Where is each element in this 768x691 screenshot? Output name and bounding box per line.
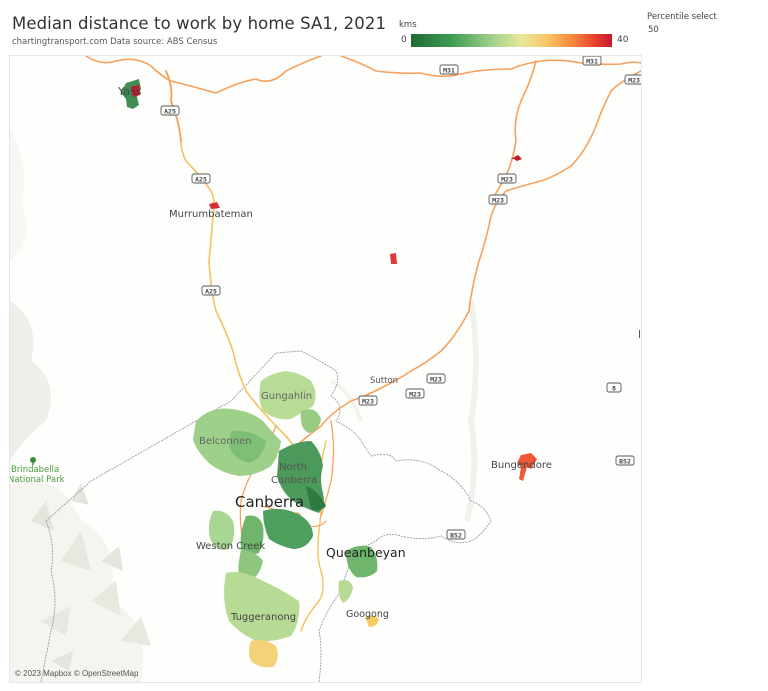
percentile-select-label: Percentile select bbox=[647, 12, 717, 22]
region-tuggeranong-south bbox=[249, 639, 278, 668]
shield-m23-5: M23 bbox=[358, 395, 378, 406]
label-murrumbateman: Murrumbateman bbox=[169, 209, 253, 220]
region-belconnen-inner bbox=[229, 430, 266, 463]
svg-text:A25: A25 bbox=[164, 108, 176, 116]
svg-text:B52: B52 bbox=[619, 458, 631, 466]
region-bungendore bbox=[517, 453, 537, 481]
road-m31-east bbox=[340, 56, 641, 78]
label-googong: Googong bbox=[346, 609, 389, 620]
shield-m23-4: M23 bbox=[405, 388, 425, 399]
shield-b52-east: B52 bbox=[615, 455, 635, 466]
shield-8: 8 bbox=[606, 382, 622, 393]
label-queanbeyan: Queanbeyan bbox=[326, 545, 406, 560]
region-gungahlin-east bbox=[300, 409, 321, 433]
region-queanbeyan bbox=[346, 545, 378, 578]
choropleth-map[interactable]: Yass Murrumbateman Sutton Gungahlin Belc… bbox=[9, 55, 642, 683]
svg-text:M23: M23 bbox=[492, 197, 504, 205]
shield-a25-1: A25 bbox=[160, 105, 180, 116]
svg-text:M31: M31 bbox=[443, 67, 455, 75]
label-gungahlin: Gungahlin bbox=[261, 391, 312, 402]
svg-text:A25: A25 bbox=[205, 288, 217, 296]
svg-text:M23: M23 bbox=[362, 398, 374, 406]
shield-a25-2: A25 bbox=[191, 173, 211, 184]
svg-text:8: 8 bbox=[612, 385, 616, 393]
label-sutton: Sutton bbox=[370, 376, 398, 386]
region-rural-2 bbox=[511, 155, 522, 161]
label-tuggeranong: Tuggeranong bbox=[230, 612, 296, 623]
label-bungendore: Bungendore bbox=[491, 460, 552, 471]
shield-m31-b: M31 bbox=[582, 56, 602, 66]
park-icon bbox=[30, 457, 36, 465]
region-inner-east bbox=[306, 486, 326, 511]
chart-title: Median distance to work by home SA1, 202… bbox=[12, 14, 387, 33]
label-canberra: Canberra bbox=[235, 493, 304, 511]
region-queanbeyan-south bbox=[338, 579, 353, 603]
shield-m23-3: M23 bbox=[426, 373, 446, 384]
shield-m23-1: M23 bbox=[497, 173, 517, 184]
road-m31 bbox=[85, 56, 322, 94]
svg-text:M23: M23 bbox=[501, 176, 513, 184]
choropleth-regions bbox=[121, 79, 537, 668]
shield-m23-2: M23 bbox=[488, 194, 508, 205]
svg-text:M23: M23 bbox=[430, 376, 442, 384]
legend-title: kms bbox=[399, 20, 417, 30]
region-woden bbox=[240, 515, 264, 554]
percentile-select-value[interactable]: 50 bbox=[648, 25, 659, 35]
svg-text:M23: M23 bbox=[628, 77, 640, 85]
label-north-canberra-1: North bbox=[279, 462, 307, 473]
region-murrumbateman bbox=[209, 202, 220, 209]
svg-text:M23: M23 bbox=[409, 391, 421, 399]
svg-text:B52: B52 bbox=[450, 532, 462, 540]
svg-text:M31: M31 bbox=[586, 58, 598, 66]
label-yass: Yass bbox=[117, 85, 142, 98]
region-tuggeranong bbox=[224, 571, 300, 642]
region-yass-core bbox=[131, 85, 140, 97]
label-brindabella-1: Brindabella bbox=[11, 465, 59, 475]
color-legend-bar bbox=[411, 34, 612, 47]
region-inner-south bbox=[263, 508, 313, 549]
label-brindabella-2: National Park bbox=[10, 475, 65, 485]
legend-min-label: 0 bbox=[401, 35, 407, 45]
region-rural-1 bbox=[390, 253, 397, 264]
region-googong bbox=[365, 615, 379, 627]
road-m23 bbox=[290, 70, 641, 452]
region-weston-creek bbox=[208, 510, 235, 550]
shield-b52-south: B52 bbox=[446, 529, 466, 540]
map-edge-marker bbox=[639, 330, 640, 338]
road-shields: M31 M31 M23 A25 A25 A25 M23 M23 M23 M23 … bbox=[160, 56, 641, 540]
shield-m31-a: M31 bbox=[439, 64, 459, 75]
road-a25-upper bbox=[165, 70, 182, 142]
hillshade-terrain bbox=[10, 131, 479, 682]
shield-a25-3: A25 bbox=[201, 285, 221, 296]
label-weston-creek: Weston Creek bbox=[196, 541, 265, 552]
label-belconnen: Belconnen bbox=[199, 436, 252, 447]
region-gungahlin bbox=[259, 371, 316, 420]
shield-m23-ne: M23 bbox=[624, 74, 641, 85]
chart-subtitle: chartingtransport.com Data source: ABS C… bbox=[12, 37, 218, 47]
map-attribution[interactable]: © 2023 Mapbox © OpenStreetMap bbox=[15, 669, 139, 678]
place-labels: Yass Murrumbateman Sutton Gungahlin Belc… bbox=[10, 85, 552, 623]
svg-text:A25: A25 bbox=[195, 176, 207, 184]
legend-max-label: 40 bbox=[617, 35, 629, 45]
label-north-canberra-2: Canberra bbox=[271, 475, 317, 486]
